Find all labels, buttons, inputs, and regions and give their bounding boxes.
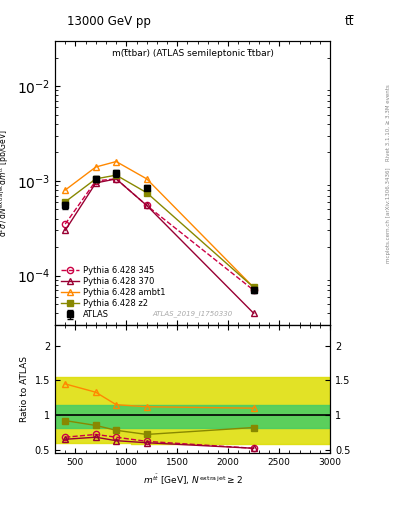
Line: Pythia 6.428 370: Pythia 6.428 370 [62, 176, 257, 316]
Line: Pythia 6.428 ambt1: Pythia 6.428 ambt1 [62, 158, 257, 290]
Text: 13000 GeV pp: 13000 GeV pp [67, 15, 151, 28]
Pythia 6.428 ambt1 [114, 159, 119, 165]
Pythia 6.428 370 [63, 227, 68, 233]
Text: ATLAS_2019_I1750330: ATLAS_2019_I1750330 [152, 310, 233, 316]
Pythia 6.428 z2 [63, 199, 68, 205]
Pythia 6.428 370 [144, 202, 149, 208]
Y-axis label: $\mathrm{d}^2\sigma\,/\,\mathrm{d}N^{\mathrm{extra\,jet}}\,\mathrm{d}m^{t\bar{t}: $\mathrm{d}^2\sigma\,/\,\mathrm{d}N^{\ma… [0, 129, 11, 237]
Y-axis label: Ratio to ATLAS: Ratio to ATLAS [20, 356, 29, 422]
Text: m(t̅tbar) (ATLAS semileptonic t̅tbar): m(t̅tbar) (ATLAS semileptonic t̅tbar) [112, 50, 274, 58]
Legend: Pythia 6.428 345, Pythia 6.428 370, Pythia 6.428 ambt1, Pythia 6.428 z2, ATLAS: Pythia 6.428 345, Pythia 6.428 370, Pyth… [59, 264, 167, 321]
Pythia 6.428 z2 [114, 172, 119, 178]
Pythia 6.428 ambt1 [144, 176, 149, 182]
Pythia 6.428 345 [144, 202, 149, 208]
Pythia 6.428 370 [94, 180, 98, 186]
Text: tt̅: tt̅ [344, 15, 354, 28]
Text: Rivet 3.1.10, ≥ 3.3M events: Rivet 3.1.10, ≥ 3.3M events [386, 84, 391, 161]
Pythia 6.428 345 [94, 178, 98, 184]
Text: mcplots.cern.ch [arXiv:1306.3436]: mcplots.cern.ch [arXiv:1306.3436] [386, 167, 391, 263]
Pythia 6.428 345 [252, 287, 256, 293]
Pythia 6.428 ambt1 [63, 187, 68, 193]
Line: Pythia 6.428 z2: Pythia 6.428 z2 [62, 173, 257, 290]
Line: Pythia 6.428 345: Pythia 6.428 345 [62, 176, 257, 293]
Pythia 6.428 z2 [94, 176, 98, 182]
Pythia 6.428 345 [63, 221, 68, 227]
Pythia 6.428 ambt1 [252, 284, 256, 290]
Pythia 6.428 ambt1 [94, 164, 98, 170]
Pythia 6.428 z2 [252, 284, 256, 290]
X-axis label: $m^{t\bar{t}}$ [GeV], $N^{\mathrm{extra\,jet}} \geq 2$: $m^{t\bar{t}}$ [GeV], $N^{\mathrm{extra\… [143, 473, 242, 487]
Pythia 6.428 370 [252, 310, 256, 316]
Pythia 6.428 z2 [144, 189, 149, 196]
Pythia 6.428 370 [114, 176, 119, 182]
Pythia 6.428 345 [114, 176, 119, 182]
